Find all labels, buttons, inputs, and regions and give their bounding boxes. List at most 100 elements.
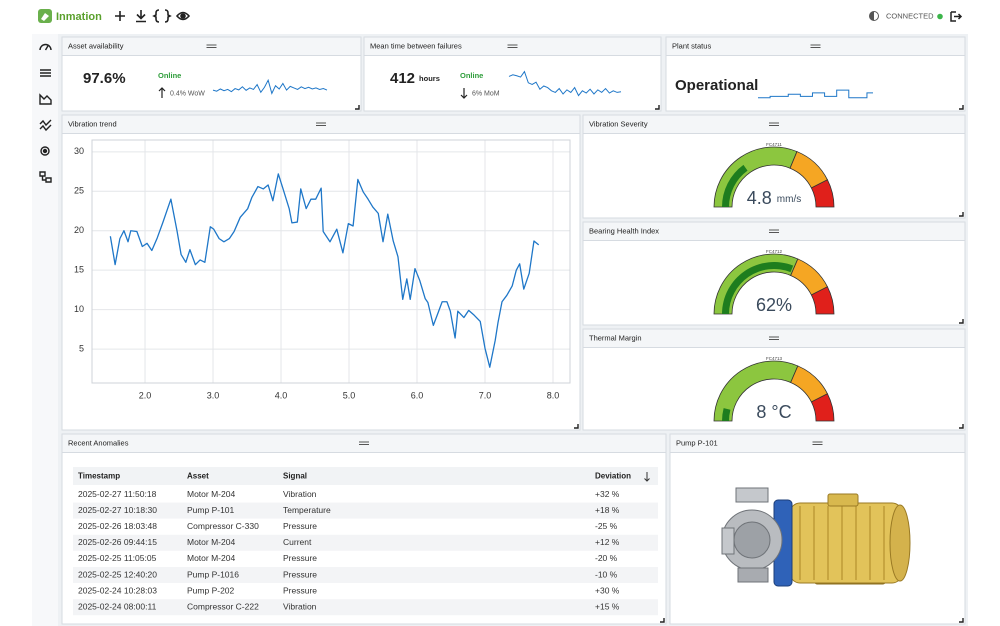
panel: [61, 114, 581, 431]
table-cell: 2025-02-26 09:44:15: [78, 537, 157, 547]
drag-handle[interactable]: [810, 44, 821, 48]
pump-illustration: [721, 487, 911, 587]
y-tick-label: 5: [79, 343, 84, 353]
table-cell: 2025-02-24 10:28:03: [78, 585, 157, 595]
gauge-value-arc: [722, 164, 748, 207]
table-cell: +12 %: [595, 537, 620, 547]
panel-header: [364, 37, 661, 56]
nav-area[interactable]: [39, 93, 52, 105]
table-cell: 2025-02-24 08:00:11: [78, 601, 157, 611]
table-cell: +32 %: [595, 489, 620, 499]
resize-corner[interactable]: [655, 105, 660, 110]
panel-title: Recent Anomalies: [68, 438, 129, 447]
panel: [61, 433, 667, 625]
gauge-tag: FC4713: [766, 356, 783, 361]
column-header[interactable]: Signal: [283, 472, 307, 481]
toolbar: [115, 9, 191, 23]
gauge-tag: FC4711: [766, 142, 782, 147]
table-cell: Motor M-204: [187, 489, 235, 499]
gauge-unit: mm/s: [777, 194, 801, 205]
theme-half: [869, 11, 874, 21]
y-tick-label: 30: [74, 146, 84, 156]
view-icon[interactable]: [175, 11, 191, 21]
topbar: Inmation CONNECTED: [38, 9, 963, 23]
gauge-readout: 62%: [756, 295, 792, 315]
nav-dashboard[interactable]: [39, 43, 52, 51]
table-cell: Motor M-204: [187, 553, 235, 563]
column-header[interactable]: Timestamp: [78, 472, 120, 481]
drag-handle[interactable]: [769, 122, 779, 126]
gauge-readout: 8 °C: [756, 402, 791, 422]
resize-corner[interactable]: [959, 618, 964, 623]
y-tick-label: 15: [74, 265, 84, 275]
resize-corner[interactable]: [959, 212, 964, 217]
connection-status: CONNECTED: [886, 11, 934, 20]
nav-list[interactable]: [40, 69, 51, 77]
resize-corner[interactable]: [574, 424, 579, 429]
drag-handle[interactable]: [316, 122, 326, 126]
table-cell: 2025-02-27 10:18:30: [78, 505, 157, 515]
nav-hierarchy[interactable]: [39, 171, 52, 183]
drag-handle[interactable]: [507, 44, 518, 48]
gauge-band: [810, 179, 835, 208]
table-cell: 2025-02-26 18:03:48: [78, 521, 157, 531]
sparkline: [212, 78, 328, 95]
resize-corner[interactable]: [959, 424, 964, 429]
x-tick-label: 2.0: [139, 390, 152, 400]
table-cell: Pressure: [283, 585, 317, 595]
sidebar-icons: [39, 43, 52, 183]
drag-handle[interactable]: [359, 441, 369, 445]
nav-trend[interactable]: [39, 119, 52, 132]
kpi-change: 0.4% WoW: [170, 90, 205, 97]
resize-corner[interactable]: [959, 105, 964, 110]
drag-handle[interactable]: [812, 441, 823, 445]
table-header-row: [73, 467, 658, 485]
pump-housing-inner: [733, 521, 771, 559]
resize-corner[interactable]: [959, 319, 964, 324]
kpi-state: Online: [158, 71, 181, 80]
trend-up-icon: [158, 87, 166, 98]
table-cell: +15 %: [595, 601, 620, 611]
table-cell: Pump P-202: [187, 585, 235, 595]
row-stripe: [73, 599, 658, 616]
nav-settings[interactable]: [40, 146, 50, 156]
logout-icon[interactable]: [950, 11, 963, 22]
panel-header: [583, 329, 965, 348]
drag-handle[interactable]: [769, 336, 779, 340]
panel-header: [62, 115, 580, 134]
kpi-number: 412: [390, 70, 415, 87]
panel-header: [62, 37, 361, 56]
sparkline: [508, 70, 622, 97]
table-cell: Pressure: [283, 569, 317, 579]
table-cell: 2025-02-25 12:40:20: [78, 569, 157, 579]
table-cell: +30 %: [595, 585, 620, 595]
gauge-value-arc: [722, 262, 794, 314]
resize-corner[interactable]: [355, 105, 360, 110]
sort-icon[interactable]: [644, 472, 650, 482]
brand: Inmation: [56, 11, 102, 23]
table-cell: +18 %: [595, 505, 620, 515]
column-header[interactable]: Deviation: [595, 472, 631, 481]
panel-title: Asset availability: [68, 41, 124, 50]
table-cell: Pump P-101: [187, 505, 235, 515]
table-cell: -10 %: [595, 569, 618, 579]
x-tick-label: 4.0: [275, 390, 288, 400]
download-icon[interactable]: [136, 10, 146, 23]
view-pupil: [180, 13, 186, 19]
code-icon[interactable]: [152, 9, 172, 23]
drag-handle[interactable]: [206, 44, 217, 48]
data-line: [109, 173, 540, 368]
pump-foot: [737, 567, 769, 583]
nav-settings-core: [42, 148, 48, 154]
add-icon[interactable]: [115, 11, 125, 21]
table-cell: Pressure: [283, 553, 317, 563]
motor-box: [827, 493, 859, 507]
drag-handle[interactable]: [769, 229, 779, 233]
column-header[interactable]: Asset: [187, 472, 209, 481]
table-cell: Motor M-204: [187, 537, 235, 547]
panel-header: [666, 37, 965, 56]
x-tick-label: 3.0: [207, 390, 220, 400]
sidebar: [32, 34, 58, 626]
resize-corner[interactable]: [660, 618, 665, 623]
table-cell: Vibration: [283, 601, 317, 611]
